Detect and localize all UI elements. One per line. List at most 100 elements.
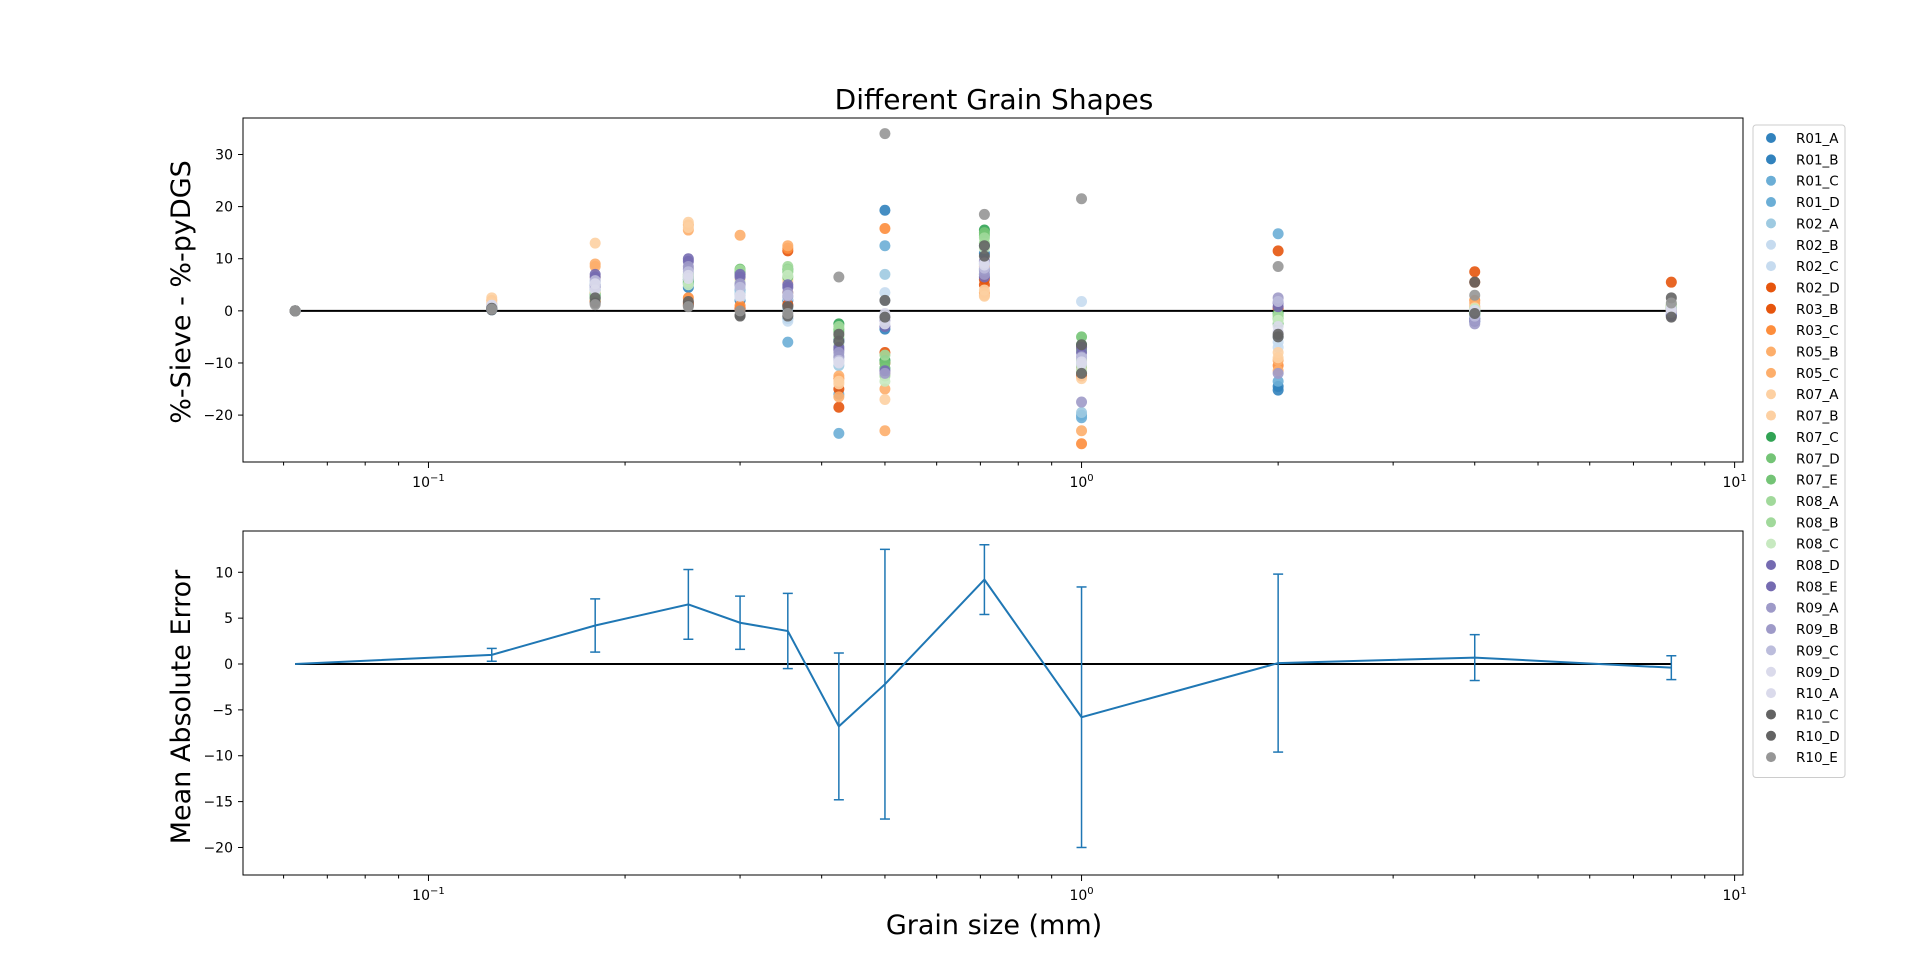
scatter-point bbox=[1076, 339, 1088, 351]
legend-label: R09_B bbox=[1796, 622, 1839, 638]
scatter-point bbox=[589, 261, 601, 273]
legend-marker bbox=[1766, 154, 1776, 165]
legend-label: R05_C bbox=[1796, 366, 1839, 382]
legend-marker bbox=[1766, 325, 1776, 336]
legend-marker bbox=[1766, 133, 1776, 143]
scatter-point bbox=[1076, 438, 1088, 450]
scatter-point bbox=[782, 307, 794, 319]
legend-frame bbox=[1752, 124, 1846, 778]
legend-label: R02_C bbox=[1796, 259, 1839, 275]
top-x-tick-label: 100 bbox=[1069, 473, 1093, 491]
legend-marker bbox=[1766, 752, 1776, 763]
scatter-point bbox=[1076, 193, 1088, 205]
scatter-point bbox=[734, 229, 746, 241]
legend-marker bbox=[1766, 239, 1776, 250]
scatter-point bbox=[879, 367, 891, 379]
scatter-point bbox=[1272, 261, 1284, 273]
scatter-point bbox=[782, 240, 794, 252]
scatter-point bbox=[879, 128, 891, 140]
scatter-point bbox=[833, 401, 845, 413]
scatter-point bbox=[1469, 307, 1481, 319]
scatter-point bbox=[978, 240, 990, 252]
scatter-point bbox=[734, 290, 746, 302]
scatter-point bbox=[833, 427, 845, 439]
scatter-point bbox=[1469, 266, 1481, 278]
legend-label: R01_D bbox=[1796, 195, 1840, 211]
scatter-point bbox=[782, 336, 794, 348]
legend-label: R08_B bbox=[1796, 515, 1839, 531]
scatter-point bbox=[879, 349, 891, 361]
scatter-point bbox=[682, 273, 694, 285]
legend-label: R03_B bbox=[1796, 302, 1839, 318]
top-plot-frame bbox=[242, 117, 1744, 463]
scatter-point bbox=[782, 269, 794, 281]
legend-label: R09_D bbox=[1796, 665, 1840, 681]
scatter-point bbox=[734, 281, 746, 293]
legend-marker bbox=[1766, 431, 1776, 442]
legend-label: R08_A bbox=[1796, 494, 1839, 510]
legend-marker bbox=[1766, 175, 1776, 186]
scatter-point bbox=[1076, 356, 1088, 368]
scatter-point bbox=[589, 278, 601, 290]
mean-error-line bbox=[295, 578, 1672, 728]
scatter-point bbox=[978, 284, 990, 296]
legend-marker bbox=[1766, 303, 1776, 314]
legend-marker bbox=[1766, 410, 1776, 421]
scatter-point bbox=[879, 204, 891, 216]
chart-title: Different Grain Shapes bbox=[835, 83, 1154, 116]
scatter-point bbox=[879, 375, 891, 387]
legend-marker bbox=[1766, 517, 1776, 528]
legend-marker bbox=[1766, 261, 1776, 272]
scatter-point bbox=[1076, 295, 1088, 307]
scatter-point bbox=[1272, 245, 1284, 257]
legend-label: R02_A bbox=[1796, 216, 1839, 232]
legend-label: R08_C bbox=[1796, 537, 1839, 553]
scatter-point bbox=[879, 311, 891, 323]
scatter-point bbox=[833, 378, 845, 390]
top-y-tick-label: −20 bbox=[203, 408, 233, 424]
scatter-point bbox=[589, 299, 601, 311]
legend-marker bbox=[1766, 560, 1776, 570]
bottom-x-tick-label: 10−1 bbox=[412, 886, 445, 904]
legend-label: R02_B bbox=[1796, 238, 1839, 254]
scatter-point bbox=[1272, 228, 1284, 240]
legend-label: R09_C bbox=[1796, 643, 1839, 659]
scatter-point bbox=[1272, 328, 1284, 340]
scatter-point bbox=[1272, 375, 1284, 387]
scatter-point bbox=[1272, 352, 1284, 364]
legend-label: R08_E bbox=[1796, 579, 1838, 595]
legend-label: R03_C bbox=[1796, 323, 1839, 339]
scatter-point bbox=[879, 393, 891, 405]
scatter-point bbox=[486, 303, 498, 315]
scatter-point bbox=[879, 425, 891, 437]
scatter-point bbox=[589, 237, 601, 249]
scatter-point bbox=[1665, 276, 1677, 288]
legend-marker bbox=[1766, 602, 1776, 613]
scatter-point bbox=[879, 222, 891, 234]
bottom-y-tick-label: −10 bbox=[203, 749, 233, 765]
bottom-y-tick-label: 5 bbox=[224, 611, 233, 627]
scatter-point bbox=[833, 271, 845, 283]
scatter-point bbox=[734, 305, 746, 317]
legend-marker bbox=[1766, 624, 1776, 635]
scatter-point bbox=[1665, 311, 1677, 323]
scatter-point bbox=[1665, 297, 1677, 309]
top-y-tick-label: 20 bbox=[215, 200, 233, 216]
legend-marker bbox=[1766, 688, 1776, 699]
bottom-error-line-chart: −20 −15 −10 −5 0 5 10 10−1 100 101 bbox=[203, 530, 1747, 904]
top-scatter-chart: −20 −10 0 10 20 30 10−1 100 101 bbox=[203, 117, 1747, 491]
bottom-plot-frame bbox=[242, 530, 1744, 876]
top-y-tick-label: −10 bbox=[203, 356, 233, 372]
top-x-tick-label: 101 bbox=[1723, 473, 1747, 491]
scatter-point bbox=[289, 305, 301, 317]
legend-label: R09_A bbox=[1796, 601, 1839, 617]
scatter-point bbox=[833, 320, 845, 332]
scatter-point bbox=[1076, 396, 1088, 408]
scatter-point bbox=[1272, 295, 1284, 307]
legend-label: R10_D bbox=[1796, 729, 1840, 745]
legend-marker bbox=[1766, 282, 1776, 293]
legend-label: R08_D bbox=[1796, 558, 1840, 574]
scatter-point bbox=[1076, 367, 1088, 379]
legend-marker bbox=[1766, 581, 1776, 592]
scatter-point bbox=[1076, 331, 1088, 343]
